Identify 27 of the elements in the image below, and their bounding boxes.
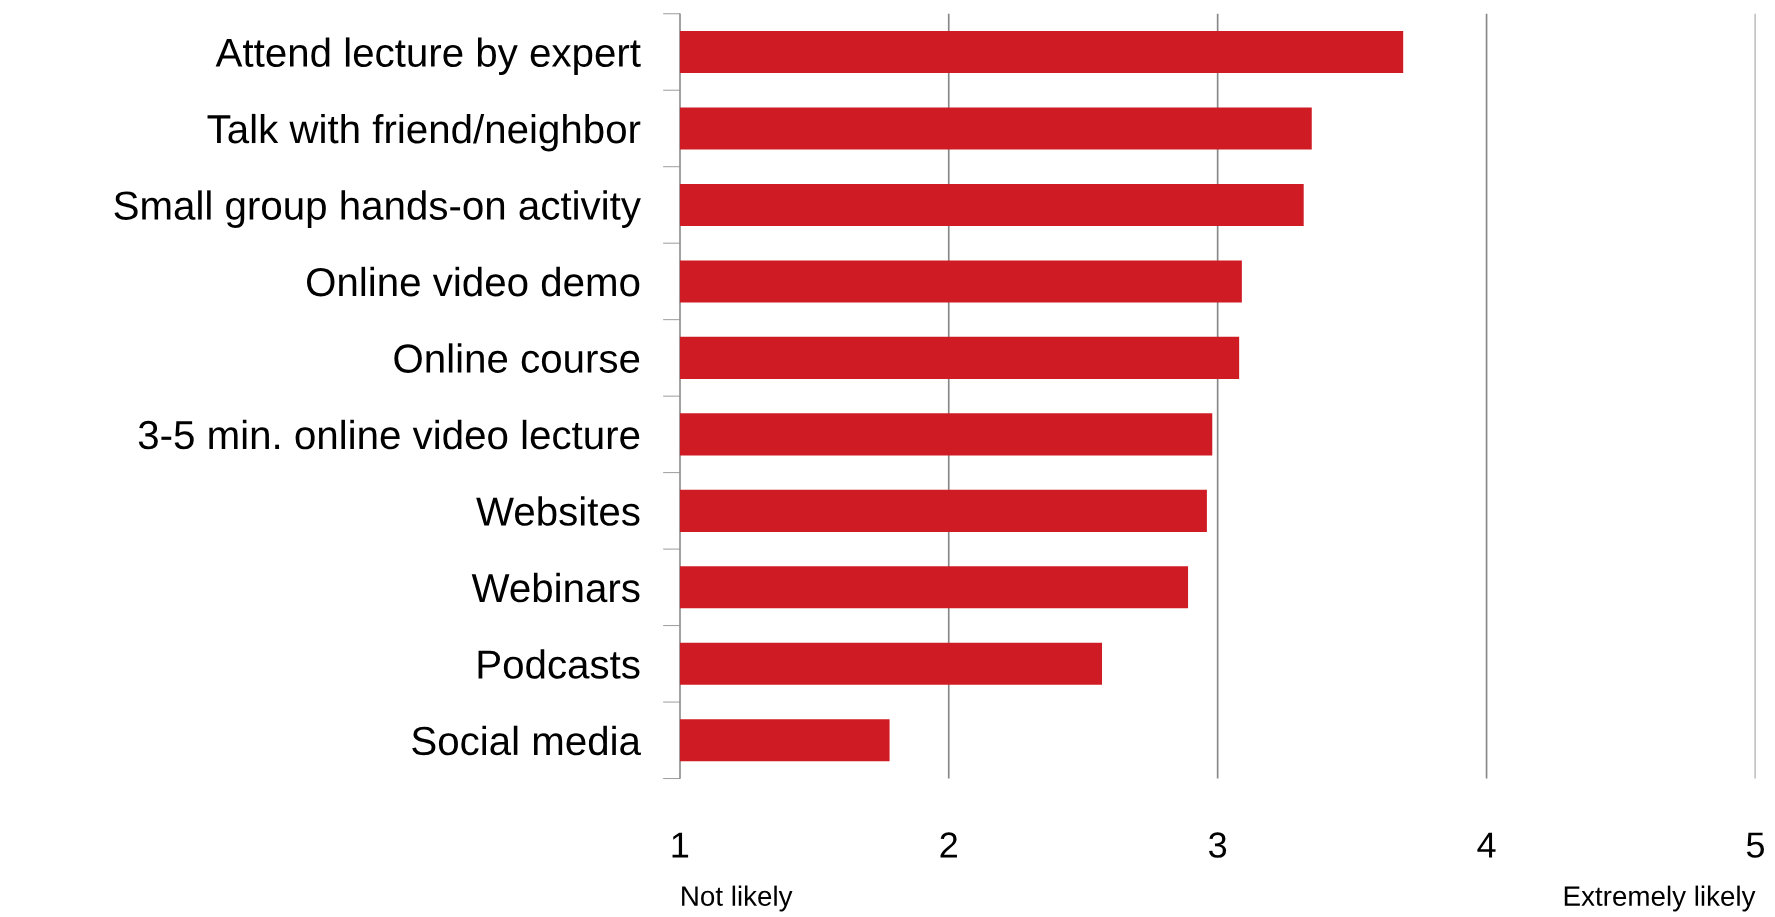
- bar: [679, 566, 1189, 609]
- y-tick-label: Small group hands-on activity: [114, 190, 641, 228]
- y-tick-label: Talk with friend/neighbor: [207, 113, 641, 152]
- bar: [679, 107, 1312, 150]
- y-tick-label: Websites: [476, 496, 640, 526]
- y-tick-label: Social media: [412, 725, 641, 756]
- bar: [679, 719, 890, 762]
- x-tick-label: 2: [940, 832, 957, 858]
- x-tick-label: 4: [1477, 832, 1496, 858]
- text: Extremely likely: [1564, 885, 1756, 912]
- x-tick-label: 3: [1208, 832, 1227, 858]
- y-tick-label: 3-5 min. online video lecture: [138, 419, 640, 450]
- x-tick-label: 5: [1746, 832, 1764, 858]
- text: Not likely: [682, 885, 793, 912]
- x-tick-label: 1: [672, 832, 689, 858]
- y-tick-label: Online video demo: [307, 266, 640, 297]
- bar: [679, 183, 1304, 226]
- bar: [679, 413, 1213, 456]
- bar: [679, 336, 1240, 379]
- bar: [679, 260, 1242, 303]
- y-tick-label: Podcasts: [478, 649, 640, 679]
- y-tick-label: Attend lecture by expert: [215, 37, 641, 75]
- bar: [679, 30, 1404, 74]
- y-tick-label: Webinars: [471, 572, 640, 603]
- y-tick-label: Online course: [394, 343, 640, 373]
- bar: [679, 642, 1103, 685]
- bar: [679, 489, 1207, 532]
